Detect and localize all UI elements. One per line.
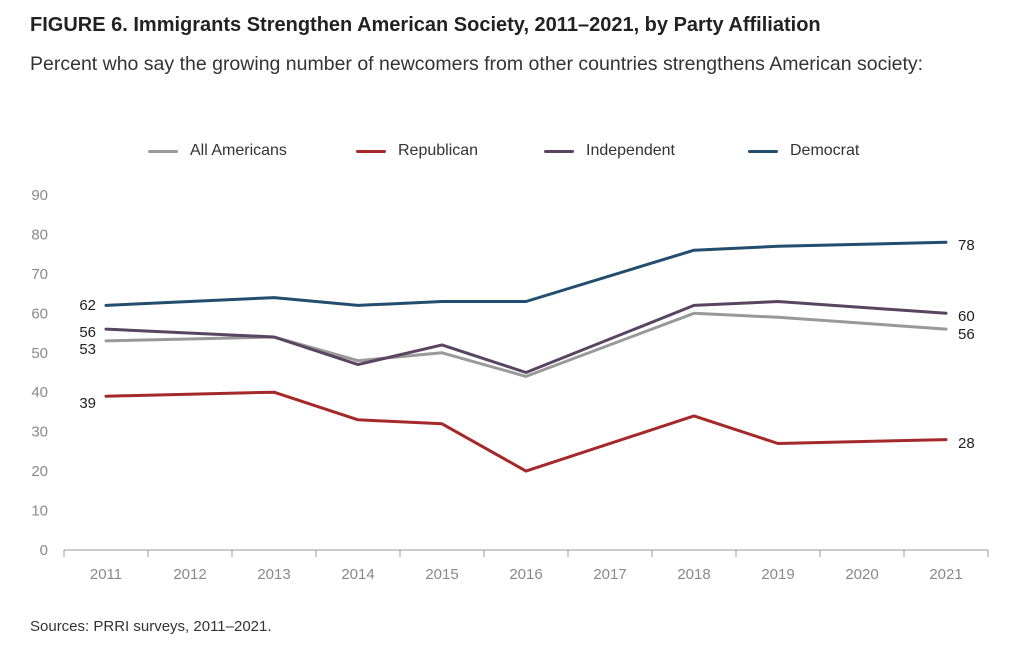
source-note: Sources: PRRI surveys, 2011–2021. [30, 618, 272, 635]
legend-item-all-americans: All Americans [148, 142, 287, 160]
chart-title: FIGURE 6. Immigrants Strengthen American… [30, 14, 821, 36]
x-tick-label: 2013 [257, 566, 290, 583]
chart-subtitle: Percent who say the growing number of ne… [30, 53, 924, 75]
data-label-end: 78 [958, 237, 975, 254]
x-tick-label: 2012 [173, 566, 206, 583]
x-tick-label: 2019 [761, 566, 794, 583]
legend-item-democrat: Democrat [748, 142, 859, 160]
x-tick-label: 2014 [341, 566, 374, 583]
series-line-republican [104, 390, 948, 473]
series-line-independent [104, 300, 948, 374]
legend-label-republican: Republican [398, 142, 479, 159]
legend-item-independent: Independent [544, 142, 675, 160]
y-tick-label: 70 [31, 266, 48, 283]
legend-swatch-republican [356, 149, 386, 153]
y-tick-label: 20 [31, 463, 48, 480]
legend: All Americans Republican Independent Dem… [0, 142, 1024, 166]
data-label-start: 39 [79, 395, 96, 412]
x-tick-label: 2017 [593, 566, 626, 583]
y-tick-label: 30 [31, 424, 48, 441]
series-line-democrat [104, 240, 948, 307]
y-tick-label: 10 [31, 503, 48, 520]
y-tick-label: 80 [31, 226, 48, 243]
data-label-start: 62 [79, 297, 96, 314]
legend-label-democrat: Democrat [790, 142, 860, 159]
x-tick-label: 2015 [425, 566, 458, 583]
y-tick-label: 40 [31, 384, 48, 401]
series-line-all-americans [104, 311, 948, 378]
data-label-end: 56 [958, 326, 975, 343]
x-tick-label: 2018 [677, 566, 710, 583]
y-tick-label: 60 [31, 305, 48, 322]
x-tick-label: 2021 [929, 566, 962, 583]
y-tick-label: 50 [31, 345, 48, 362]
data-label-end: 60 [958, 308, 975, 325]
data-label-end: 28 [958, 435, 975, 452]
data-label-start: 53 [79, 341, 96, 358]
x-tick-label: 2011 [90, 566, 122, 583]
legend-item-republican: Republican [356, 142, 478, 160]
y-tick-label: 0 [40, 542, 48, 559]
legend-swatch-independent [544, 149, 574, 153]
legend-label-independent: Independent [586, 142, 675, 159]
legend-label-all-americans: All Americans [190, 142, 287, 159]
legend-swatch-all-americans [148, 149, 178, 153]
data-label-start: 56 [79, 324, 96, 341]
y-tick-label: 90 [31, 187, 48, 204]
x-tick-label: 2016 [509, 566, 542, 583]
legend-swatch-democrat [748, 149, 778, 153]
x-tick-label: 2020 [845, 566, 878, 583]
